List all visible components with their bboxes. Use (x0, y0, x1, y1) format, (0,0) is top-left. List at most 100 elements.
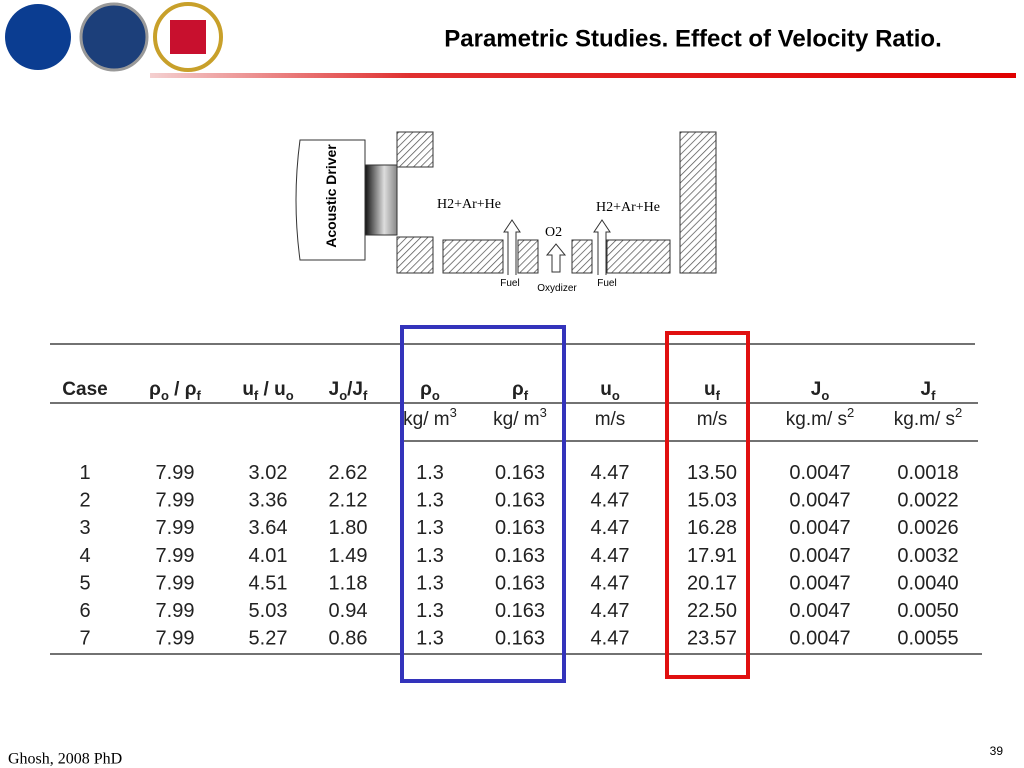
inlet-label: Fuel (500, 278, 519, 289)
driver-label: Acoustic Driver (323, 144, 339, 248)
fuel-arrow (593, 219, 611, 275)
cell: 0.0047 (789, 572, 850, 594)
unit: kg.m/ s2 (894, 405, 962, 430)
cell: 4.51 (249, 572, 288, 594)
text-part: kg.m/ s (894, 409, 955, 430)
driver-housing (295, 139, 366, 261)
cell: 0.0047 (789, 462, 850, 484)
cell: 4.47 (591, 462, 630, 484)
text-part: / u (258, 379, 285, 400)
column-header: ρo / ρf (149, 379, 201, 403)
text-part: ρ (149, 379, 161, 400)
cell: 0.163 (495, 490, 545, 512)
plate (442, 239, 504, 274)
page-number: 39 (990, 744, 1004, 758)
text-part: u (600, 379, 612, 400)
text-part: kg/ m (493, 409, 539, 430)
highlight-box (665, 331, 750, 679)
cell: 1.3 (416, 462, 444, 484)
highlight-box (400, 325, 566, 683)
column-header: Jf (921, 379, 937, 403)
text-part: m/s (595, 409, 626, 430)
wall (396, 236, 434, 274)
cell: 1.18 (329, 572, 368, 594)
cell: 0.0022 (897, 490, 958, 512)
text-part: kg.m/ s (786, 409, 847, 430)
cell: 4.47 (591, 600, 630, 622)
inlet-label: Fuel (597, 278, 616, 289)
plate (571, 239, 593, 274)
text-part: kg/ m (403, 409, 449, 430)
column-header: uf / uo (242, 379, 293, 403)
cell: 1.80 (329, 517, 368, 539)
script: o (612, 388, 620, 403)
unit: m/s (697, 409, 728, 430)
script: f (196, 388, 201, 403)
column-header: uo (600, 379, 620, 403)
text-part: m/s (697, 409, 728, 430)
unit: kg.m/ s2 (786, 405, 854, 430)
text-part: u (704, 379, 716, 400)
cell: 7.99 (156, 572, 195, 594)
cell: 22.50 (687, 600, 737, 622)
cell: 0.0047 (789, 545, 850, 567)
script: o (339, 388, 347, 403)
cell: 4.01 (249, 545, 288, 567)
text-part: u (242, 379, 254, 400)
cell: 15.03 (687, 490, 737, 512)
plate (517, 239, 539, 274)
cell: 0.0026 (897, 517, 958, 539)
cell: 7.99 (156, 600, 195, 622)
cell: 0.0055 (897, 628, 958, 650)
wall (396, 131, 434, 168)
unit: kg/ m3 (403, 405, 457, 430)
cell: 0.94 (329, 600, 368, 622)
cell: 13.50 (687, 462, 737, 484)
inlet-label: Oxydizer (537, 283, 577, 294)
wall (679, 131, 717, 274)
cell: 1.3 (416, 517, 444, 539)
cell: 1.3 (416, 572, 444, 594)
cell: 0.0040 (897, 572, 958, 594)
column-header: Case (62, 379, 107, 400)
flow-label: H2+Ar+He (437, 197, 501, 212)
text-part: /J (347, 379, 363, 400)
cell: 7 (79, 628, 90, 650)
script: f (716, 388, 721, 403)
exploration-logo (79, 2, 149, 72)
cell: 4.47 (591, 545, 630, 567)
cell: 17.91 (687, 545, 737, 567)
flow-label: H2+Ar+He (596, 200, 660, 215)
flow-label: O2 (545, 225, 562, 240)
unit: m/s (595, 409, 626, 430)
cell: 2.62 (329, 462, 368, 484)
cell: 4.47 (591, 490, 630, 512)
cell: 3.64 (249, 517, 288, 539)
text-part: J (811, 379, 822, 400)
script: o (286, 388, 294, 403)
script: f (254, 388, 259, 403)
text-part: J (329, 379, 340, 400)
cell: 0.163 (495, 545, 545, 567)
cell: 0.163 (495, 572, 545, 594)
cell: 1.3 (416, 545, 444, 567)
cell: 0.163 (495, 628, 545, 650)
cell: 7.99 (156, 628, 195, 650)
script: o (821, 388, 829, 403)
text-part: / ρ (169, 379, 197, 400)
column-header: Jo (811, 379, 830, 403)
cell: 5.27 (249, 628, 288, 650)
cell: 3.02 (249, 462, 288, 484)
column-header: ρo (420, 379, 440, 403)
script: o (432, 388, 440, 403)
script: 3 (540, 405, 547, 420)
cell: 5.03 (249, 600, 288, 622)
cell: 0.0018 (897, 462, 958, 484)
cell: 0.163 (495, 600, 545, 622)
title-rule (150, 73, 1016, 78)
cell: 16.28 (687, 517, 737, 539)
cell: 0.0047 (789, 517, 850, 539)
cell: 1.49 (329, 545, 368, 567)
text-part: ρ (512, 379, 524, 400)
cell: 4.47 (591, 572, 630, 594)
